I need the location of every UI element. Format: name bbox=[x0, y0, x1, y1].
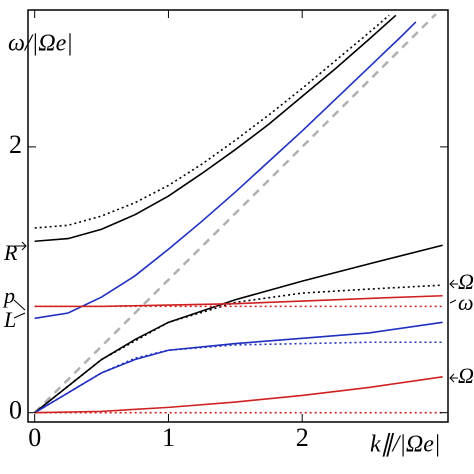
x-axis-label: k∥/|Ωe| bbox=[370, 432, 441, 458]
y-tick-label: 0 bbox=[9, 396, 22, 425]
annotation: R bbox=[3, 240, 18, 265]
curve bbox=[34, 21, 417, 320]
right-annotations: Ω ω Ω bbox=[449, 269, 474, 388]
arrow bbox=[449, 279, 458, 383]
curve bbox=[34, 14, 397, 243]
frame bbox=[27, 9, 449, 423]
x-tick-label: 1 bbox=[162, 423, 175, 452]
x-tick-label: 0 bbox=[28, 423, 41, 452]
x-tick-label: 2 bbox=[296, 423, 309, 452]
curve bbox=[34, 294, 443, 308]
arrow bbox=[13, 241, 27, 319]
curve bbox=[34, 244, 443, 414]
y-tick-label: 2 bbox=[9, 130, 22, 159]
annotation: Ω bbox=[458, 363, 474, 388]
curve bbox=[33, 13, 437, 414]
plot-area bbox=[33, 13, 443, 414]
curve bbox=[34, 14, 390, 229]
annotation: L bbox=[3, 307, 16, 332]
annotation: p bbox=[2, 283, 15, 308]
y-axis-label: ω/|Ωe| bbox=[8, 31, 73, 57]
curve bbox=[34, 284, 443, 414]
annotation: Ω bbox=[458, 269, 474, 294]
curve bbox=[34, 376, 443, 414]
left-annotations: R p L bbox=[2, 240, 27, 332]
annotation: ω bbox=[458, 290, 474, 315]
curve bbox=[34, 341, 443, 414]
curve bbox=[34, 321, 443, 414]
